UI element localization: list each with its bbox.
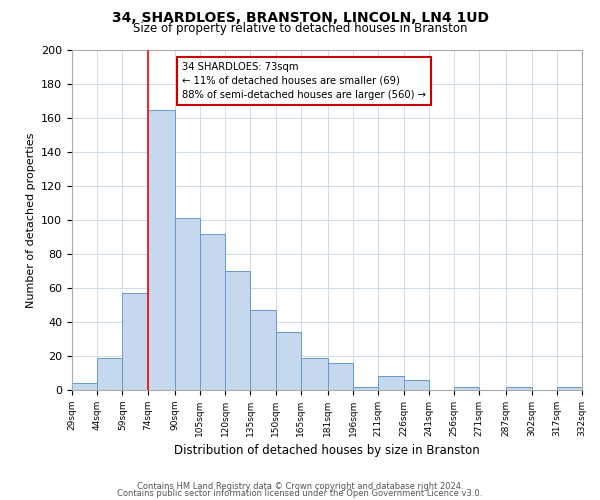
Bar <box>97 358 122 390</box>
Text: Contains public sector information licensed under the Open Government Licence v3: Contains public sector information licen… <box>118 489 482 498</box>
Bar <box>275 332 301 390</box>
Bar <box>122 293 148 390</box>
Text: Contains HM Land Registry data © Crown copyright and database right 2024.: Contains HM Land Registry data © Crown c… <box>137 482 463 491</box>
Y-axis label: Number of detached properties: Number of detached properties <box>26 132 35 308</box>
Bar <box>175 218 200 390</box>
Bar <box>250 310 275 390</box>
Bar <box>148 110 175 390</box>
Bar <box>353 386 379 390</box>
Bar <box>200 234 225 390</box>
Bar <box>301 358 328 390</box>
Bar <box>506 386 532 390</box>
Bar <box>404 380 429 390</box>
X-axis label: Distribution of detached houses by size in Branston: Distribution of detached houses by size … <box>174 444 480 458</box>
Bar <box>379 376 404 390</box>
Bar <box>72 383 97 390</box>
Bar <box>225 271 250 390</box>
Bar <box>454 386 479 390</box>
Text: 34 SHARDLOES: 73sqm
← 11% of detached houses are smaller (69)
88% of semi-detach: 34 SHARDLOES: 73sqm ← 11% of detached ho… <box>182 62 425 100</box>
Bar <box>557 386 582 390</box>
Bar <box>328 363 353 390</box>
Text: 34, SHARDLOES, BRANSTON, LINCOLN, LN4 1UD: 34, SHARDLOES, BRANSTON, LINCOLN, LN4 1U… <box>112 11 488 25</box>
Text: Size of property relative to detached houses in Branston: Size of property relative to detached ho… <box>133 22 467 35</box>
